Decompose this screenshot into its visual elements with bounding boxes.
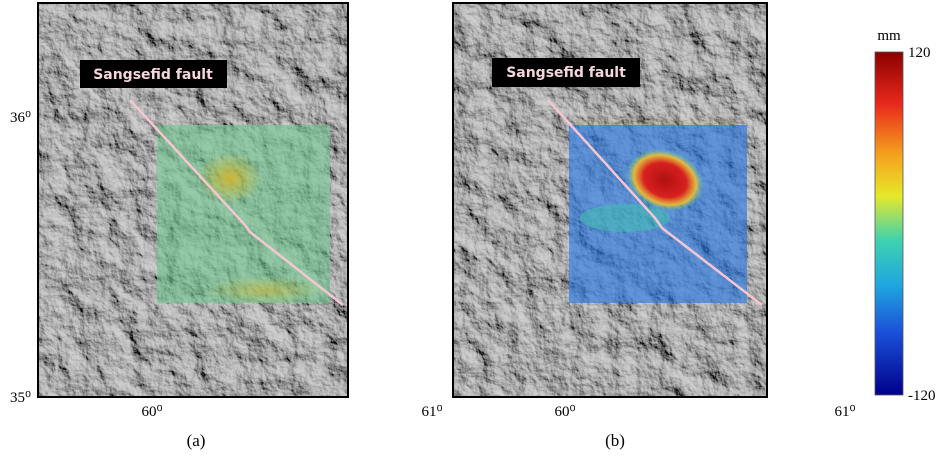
colorbar-tick-label: -120	[908, 388, 936, 404]
panel-label: (a)	[187, 431, 206, 450]
colorbar-tick-label: 120	[908, 45, 931, 61]
lat-label: 35⁰	[10, 390, 31, 406]
lon-label: 61⁰	[421, 404, 442, 420]
lat-label: 36⁰	[10, 110, 31, 126]
colorbar-ticks: 120 -120	[908, 45, 936, 404]
deformation-zone	[198, 152, 262, 204]
fault-label: Sangsefid fault	[93, 67, 213, 83]
panel-label: (b)	[605, 431, 625, 450]
figure: Sangsefid fault Sangsefid fault 36⁰ 35⁰ …	[0, 0, 943, 456]
colorbar-unit: mm	[877, 28, 901, 44]
panel-a: Sangsefid fault	[38, 3, 348, 397]
panel-b: Sangsefid fault	[453, 3, 767, 397]
lon-label: 60⁰	[141, 404, 162, 420]
deformation-overlay	[157, 125, 330, 303]
colorbar	[875, 52, 903, 395]
lon-label: 60⁰	[554, 404, 575, 420]
deformation-zone	[205, 276, 325, 304]
lon-label: 61⁰	[834, 404, 855, 420]
fault-label: Sangsefid fault	[506, 65, 626, 81]
